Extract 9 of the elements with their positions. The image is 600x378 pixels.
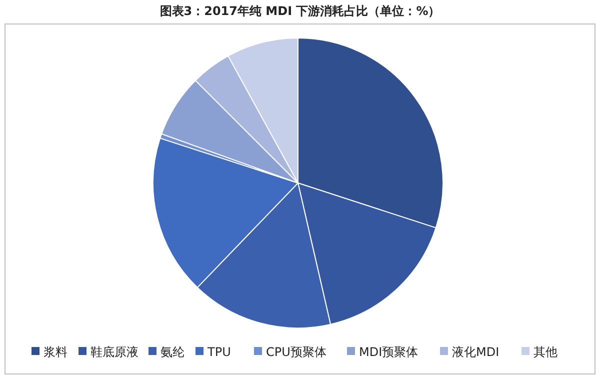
legend-label: CPU预聚体 xyxy=(266,345,326,359)
legend-label: 氨纶 xyxy=(160,345,184,359)
legend-label: MDI预聚体 xyxy=(359,345,418,359)
legend-label: 液化MDI xyxy=(452,345,500,359)
chart-title: 图表3：2017年纯 MDI 下游消耗占比（单位：%） xyxy=(160,4,440,18)
legend-label: TPU xyxy=(206,345,231,359)
legend-label: 浆料 xyxy=(44,345,68,359)
legend-label: 鞋底原液 xyxy=(90,345,138,359)
legend-label: 其他 xyxy=(534,345,558,359)
